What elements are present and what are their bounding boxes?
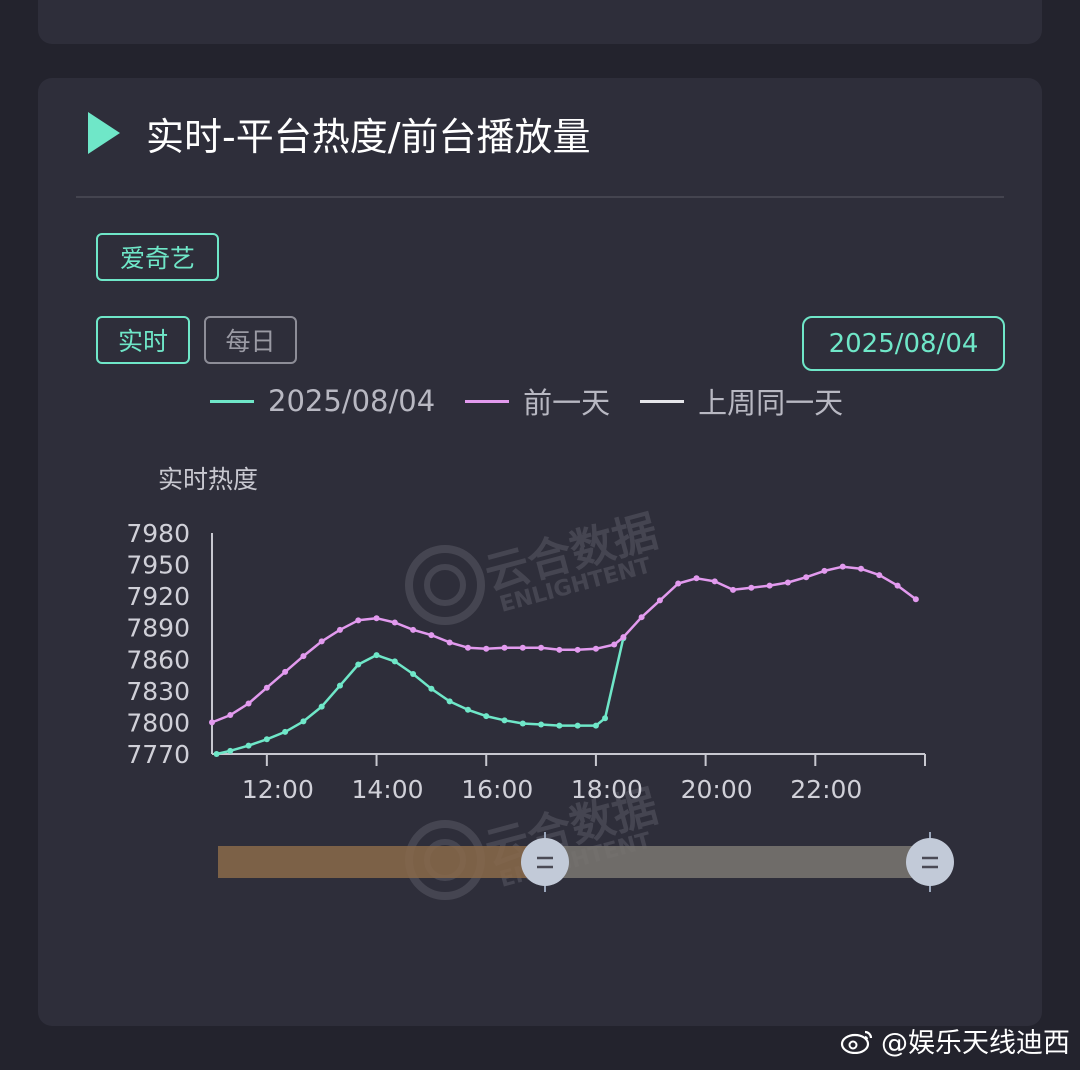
weibo-icon: [840, 1030, 873, 1054]
legend-item-previous-day[interactable]: 前一天: [465, 380, 610, 422]
weibo-watermark: @娱乐天线迪西: [839, 1021, 1070, 1060]
legend-item-last-week[interactable]: 上周同一天: [640, 380, 843, 422]
card-title: 实时-平台热度/前台播放量: [146, 114, 591, 159]
previous-card: [38, 0, 1042, 44]
realtime-heat-card: 实时-平台热度/前台播放量 爱奇艺 实时 每日 2025/08/04 2025/…: [38, 78, 1042, 1026]
platform-tab-iqiyi[interactable]: 爱奇艺: [96, 233, 219, 281]
mode-tab-daily[interactable]: 每日: [204, 316, 297, 364]
legend-swatch: [640, 399, 685, 403]
card-header: 实时-平台热度/前台播放量: [88, 108, 591, 159]
legend-label: 上周同一天: [698, 386, 844, 420]
header-divider: [76, 196, 1004, 198]
legend-label: 前一天: [523, 386, 611, 420]
legend-label: 2025/08/04: [268, 384, 436, 418]
legend-swatch: [210, 399, 254, 403]
mode-tab-realtime[interactable]: 实时: [96, 316, 190, 364]
play-icon: [88, 112, 120, 154]
footer-text: @娱乐天线迪西: [881, 1028, 1070, 1059]
date-picker[interactable]: 2025/08/04: [802, 316, 1005, 371]
chart-legend: 2025/08/04 前一天 上周同一天: [210, 378, 873, 424]
legend-swatch: [465, 399, 510, 403]
legend-item-today[interactable]: 2025/08/04: [210, 384, 435, 418]
